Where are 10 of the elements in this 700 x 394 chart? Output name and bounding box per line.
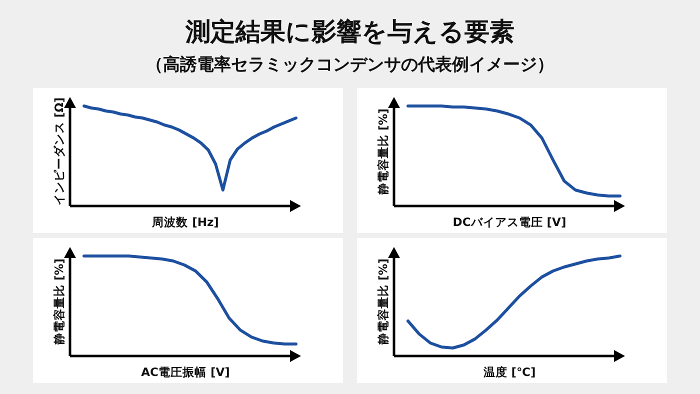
text: 測定結果に影響を与える要素: [184, 17, 514, 46]
y-axis-title: 静電容量比 [%]: [376, 258, 390, 346]
x-axis-title: DCバイアス電圧 [V]: [452, 215, 566, 229]
y-axis-title: 静電容量比 [%]: [52, 258, 66, 346]
x-axis-title: 温度 [℃]: [482, 365, 536, 379]
text: （高誘電率セラミックコンデンサの代表例イメージ）: [146, 55, 554, 75]
x-axis-title: 周波数 [Hz]: [151, 215, 219, 229]
y-axis-title: 静電容量比 [%]: [376, 108, 390, 196]
y-axis-title: インピーダンス [Ω]: [52, 97, 66, 206]
x-axis-title: AC電圧振幅 [V]: [141, 365, 230, 379]
